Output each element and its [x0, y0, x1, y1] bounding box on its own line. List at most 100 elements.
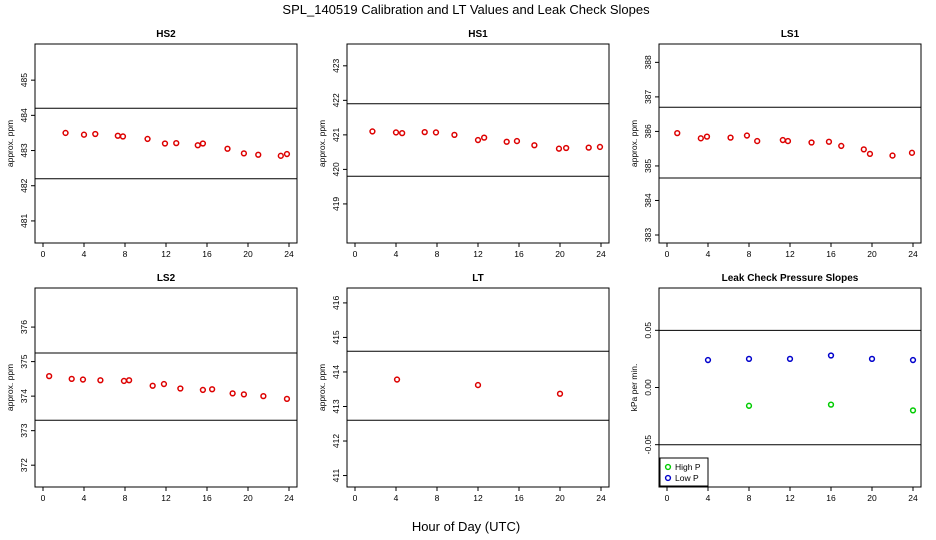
panel-title: HS1: [468, 29, 488, 40]
legend-box: [659, 457, 709, 487]
x-tick-label: 8: [747, 249, 752, 259]
y-tick-label: 0.05: [643, 322, 653, 339]
x-tick-label: 8: [435, 493, 440, 503]
figure-title: SPL_140519 Calibration and LT Values and…: [282, 2, 650, 17]
x-tick-label: 0: [665, 493, 670, 503]
x-tick-label: 20: [243, 249, 253, 259]
data-point: [474, 136, 482, 144]
panel-4: LT 0 4 8 12 16 20 24 411 412 413 414 415 416 approx. p…: [317, 273, 610, 503]
panel-title: Leak Check Pressure Slopes: [722, 273, 859, 284]
y-tick-label: 482: [19, 178, 29, 192]
panel-1: HS1 0 4 8 12 16 20 24 419 420 421 422 423 approx. ppm: [317, 29, 610, 259]
x-tick-label: 16: [826, 249, 836, 259]
data-point: [697, 135, 704, 142]
panel-title: LS2: [157, 273, 176, 284]
data-point: [860, 146, 867, 153]
data-point: [779, 136, 786, 144]
legend-label: High P: [675, 462, 701, 472]
x-tick-label: 12: [785, 493, 795, 503]
data-point: [703, 133, 711, 140]
data-point: [432, 129, 440, 136]
data-point: [808, 139, 815, 146]
data-point: [199, 386, 207, 394]
data-point: [745, 355, 753, 363]
panel-2: LS1 0 4 8 12 16 20 24 383 384 385 386 387 388 approx. …: [629, 29, 922, 259]
y-tick-label: 375: [19, 354, 29, 368]
x-tick-label: 8: [747, 493, 752, 503]
data-point: [392, 129, 400, 136]
data-point: [786, 355, 794, 363]
data-point: [596, 143, 604, 151]
data-point: [555, 145, 563, 152]
data-point: [92, 130, 99, 138]
y-axis-label: approx. ppm: [317, 364, 327, 411]
data-point: [208, 386, 216, 393]
y-tick-label: -0.05: [643, 435, 653, 455]
y-tick-label: 385: [643, 159, 653, 173]
data-point: [399, 129, 406, 137]
y-tick-label: 383: [643, 228, 653, 242]
y-tick-label: 387: [643, 90, 653, 104]
data-point: [229, 390, 236, 397]
x-tick-label: 16: [826, 493, 836, 503]
y-tick-label: 373: [19, 423, 29, 437]
data-point: [754, 137, 761, 145]
y-tick-label: 376: [19, 320, 29, 334]
x-tick-label: 0: [41, 493, 46, 503]
data-point: [46, 372, 53, 380]
data-point: [743, 132, 751, 139]
y-tick-label: 419: [331, 197, 341, 211]
data-point: [114, 132, 121, 139]
data-point: [908, 149, 916, 156]
data-point: [255, 151, 262, 158]
x-tick-label: 8: [123, 249, 128, 259]
y-tick-label: 372: [19, 458, 29, 472]
x-tick-label: 4: [394, 249, 399, 259]
data-point: [563, 144, 570, 152]
panel-5: Leak Check Pressure Slopes 0 4 8 12 16 20 24 -0.…: [629, 273, 922, 503]
data-point: [481, 134, 488, 141]
y-tick-label: 386: [643, 124, 653, 138]
x-tick-label: 0: [353, 493, 358, 503]
y-axis-label: approx. ppm: [5, 364, 15, 411]
figure-xlabel: Hour of Day (UTC): [412, 519, 520, 534]
x-tick-label: 24: [596, 249, 606, 259]
data-point: [369, 128, 376, 135]
panel-title: LS1: [781, 29, 800, 40]
data-point: [194, 142, 201, 149]
x-tick-label: 20: [243, 493, 253, 503]
data-point: [503, 138, 510, 145]
x-tick-label: 0: [665, 249, 670, 259]
x-tick-label: 12: [161, 493, 171, 503]
data-point: [125, 377, 133, 384]
x-tick-label: 20: [555, 493, 565, 503]
x-tick-label: 24: [284, 249, 294, 259]
y-tick-label: 415: [331, 330, 341, 344]
y-tick-label: 485: [19, 73, 29, 87]
x-tick-label: 16: [514, 249, 524, 259]
y-tick-label: 416: [331, 296, 341, 310]
y-axis-label: kPa per min.: [629, 364, 639, 412]
y-tick-label: 421: [331, 128, 341, 142]
x-tick-label: 16: [202, 493, 212, 503]
x-tick-label: 0: [353, 249, 358, 259]
plot-frame: [658, 287, 922, 488]
data-point: [68, 375, 75, 383]
data-point: [62, 129, 69, 137]
data-point: [120, 377, 128, 385]
x-tick-label: 20: [867, 493, 877, 503]
plot-frame: [34, 43, 298, 244]
data-point: [177, 385, 184, 392]
data-point: [451, 131, 458, 139]
data-point: [585, 144, 592, 151]
data-point: [79, 376, 87, 383]
data-point: [784, 137, 792, 145]
panel-title: LT: [472, 273, 483, 284]
data-point: [866, 150, 874, 158]
data-point: [909, 407, 917, 414]
x-tick-label: 16: [514, 493, 524, 503]
x-tick-label: 4: [82, 249, 87, 259]
data-point: [119, 133, 127, 140]
